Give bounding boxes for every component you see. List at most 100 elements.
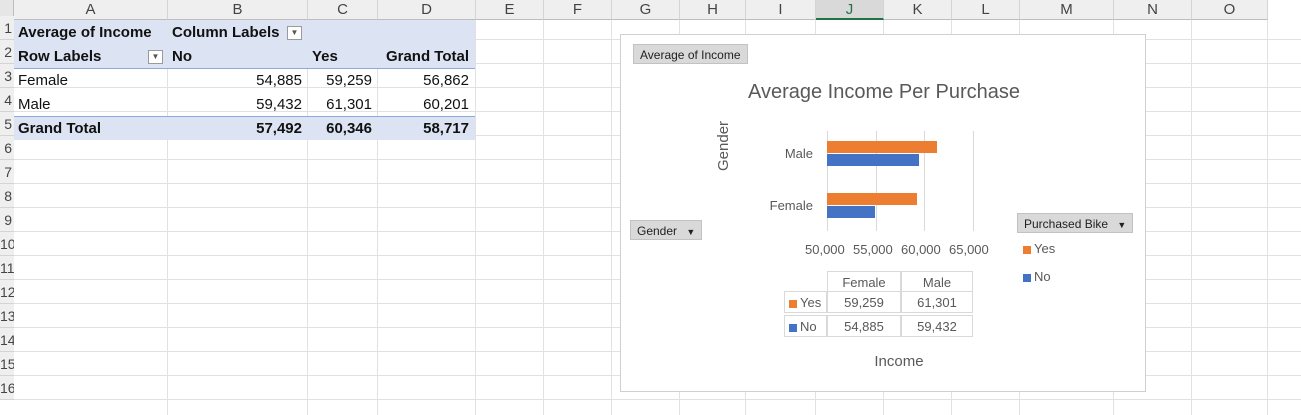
data-table-cell: 61,301 [901, 291, 973, 313]
axis-field-button-label: Gender [637, 224, 678, 238]
column-header-d[interactable]: D [378, 0, 476, 20]
pivot-row-labels[interactable]: Row Labels [18, 48, 102, 65]
pivot-total-band [14, 116, 475, 140]
legend-field-button-label: Purchased Bike [1024, 217, 1109, 231]
row-header[interactable]: 13 [0, 304, 14, 328]
row-header[interactable]: 12 [0, 280, 14, 304]
data-table-header: Male [901, 271, 973, 293]
column-header-e[interactable]: E [476, 0, 544, 20]
axis-field-button[interactable]: Gender ▼ [630, 220, 703, 240]
bar-no-female[interactable] [827, 206, 875, 218]
data-table-swatch-no [789, 323, 797, 332]
dropdown-arrow-icon: ▼ [1117, 220, 1127, 230]
x-gridline [875, 131, 877, 231]
column-labels-filter-button[interactable]: ▼ [287, 26, 302, 40]
row-header[interactable]: 15 [0, 352, 14, 376]
x-axis-title[interactable]: Income [874, 353, 924, 370]
legend-label-no: No [1034, 269, 1051, 284]
legend-field-button[interactable]: Purchased Bike ▼ [1017, 213, 1134, 233]
grid-column-line [611, 20, 612, 415]
pivot-header-band [14, 20, 475, 68]
legend-item-yes[interactable]: Yes [1023, 241, 1055, 256]
row-header[interactable]: 10 [0, 232, 14, 256]
column-header-k[interactable]: K [884, 0, 952, 20]
value-field-button[interactable]: Average of Income [633, 44, 748, 64]
grid-column-line [167, 20, 168, 415]
legend-item-no[interactable]: No [1023, 269, 1051, 284]
x-axis-tick-label: 50,000 [805, 242, 845, 257]
grid-column-line [307, 20, 308, 415]
row-header[interactable]: 1 [0, 16, 14, 40]
row-header[interactable]: 8 [0, 184, 14, 208]
pivot-grand-total-label[interactable]: Grand Total [18, 120, 102, 137]
pivot-cell[interactable]: 59,432 [256, 96, 302, 113]
pivot-cell[interactable]: 60,201 [423, 96, 469, 113]
pivot-divider [14, 116, 475, 117]
x-axis-tick-label: 65,000 [949, 242, 989, 257]
data-table-cell: 59,432 [901, 315, 973, 337]
row-header[interactable]: 7 [0, 160, 14, 184]
data-table-cell: 59,259 [827, 291, 901, 313]
bar-no-male[interactable] [827, 154, 919, 166]
x-gridline [827, 131, 828, 231]
bar-yes-male[interactable] [827, 141, 937, 153]
pivot-column-labels[interactable]: Column Labels [172, 24, 280, 41]
chart-title[interactable]: Average Income Per Purchase [747, 81, 1020, 103]
row-header[interactable]: 14 [0, 328, 14, 352]
column-header-a[interactable]: A [14, 0, 168, 20]
pivot-cell[interactable]: 59,259 [326, 72, 372, 89]
row-header[interactable]: 3 [0, 64, 14, 88]
column-header-i[interactable]: I [746, 0, 816, 20]
grid-column-line [377, 20, 378, 415]
pivot-cell[interactable]: 54,885 [256, 72, 302, 89]
row-header[interactable]: 5 [0, 112, 14, 136]
y-axis-tick-label: Female [769, 198, 813, 213]
pivot-cell[interactable]: 56,862 [423, 72, 469, 89]
grid-column-line [475, 20, 476, 415]
row-header[interactable]: 4 [0, 88, 14, 112]
y-axis-tick-label: Male [784, 146, 813, 161]
column-header-l[interactable]: L [952, 0, 1020, 20]
row-header[interactable]: 2 [0, 40, 14, 64]
column-header-g[interactable]: G [612, 0, 680, 20]
grid-column-line [1191, 20, 1192, 415]
row-labels-filter-button[interactable]: ▼ [148, 50, 163, 64]
column-header-h[interactable]: H [680, 0, 746, 20]
x-gridline [924, 131, 926, 231]
data-table-cell: 54,885 [827, 315, 901, 337]
pivot-col-header-yes[interactable]: Yes [312, 48, 338, 65]
pivot-col-header-total[interactable]: Grand Total [385, 48, 469, 65]
column-header-n[interactable]: N [1114, 0, 1192, 20]
row-header[interactable]: 11 [0, 256, 14, 280]
row-header[interactable]: 6 [0, 136, 14, 160]
data-table-row-label: No [784, 315, 827, 337]
column-header-j[interactable]: J [816, 0, 884, 20]
pivot-corner-label[interactable]: Average of Income [18, 24, 152, 41]
pivot-divider [14, 68, 475, 69]
pivot-row-label[interactable]: Male [18, 96, 51, 113]
row-header[interactable]: 9 [0, 208, 14, 232]
row-header[interactable]: 16 [0, 376, 14, 400]
data-table-row-label: Yes [784, 291, 827, 313]
column-header-f[interactable]: F [544, 0, 612, 20]
x-gridline [973, 131, 974, 231]
x-axis-tick-label: 60,000 [901, 242, 941, 257]
column-header-b[interactable]: B [168, 0, 308, 20]
pivot-grand-total-cell[interactable]: 60,346 [326, 120, 372, 137]
legend-swatch-no [1023, 273, 1031, 282]
pivot-cell[interactable]: 61,301 [326, 96, 372, 113]
column-header-c[interactable]: C [308, 0, 378, 20]
pivot-chart[interactable]: Average of Income Average Income Per Pur… [620, 34, 1146, 392]
pivot-row-label[interactable]: Female [18, 72, 69, 89]
pivot-grand-total-cell[interactable]: 57,492 [256, 120, 302, 137]
bar-yes-female[interactable] [827, 193, 918, 205]
column-header-o[interactable]: O [1192, 0, 1268, 20]
data-table-row-label-text: Yes [800, 295, 822, 310]
pivot-col-header-no[interactable]: No [172, 48, 192, 65]
column-header-m[interactable]: M [1020, 0, 1114, 20]
grid-column-line [1267, 20, 1268, 415]
legend-label-yes: Yes [1034, 241, 1056, 256]
pivot-grand-total-cell[interactable]: 58,717 [423, 120, 469, 137]
dropdown-arrow-icon: ▼ [686, 227, 696, 237]
plot-area[interactable]: Female Male 50,000 55,000 60,000 65,000 [621, 35, 1147, 393]
